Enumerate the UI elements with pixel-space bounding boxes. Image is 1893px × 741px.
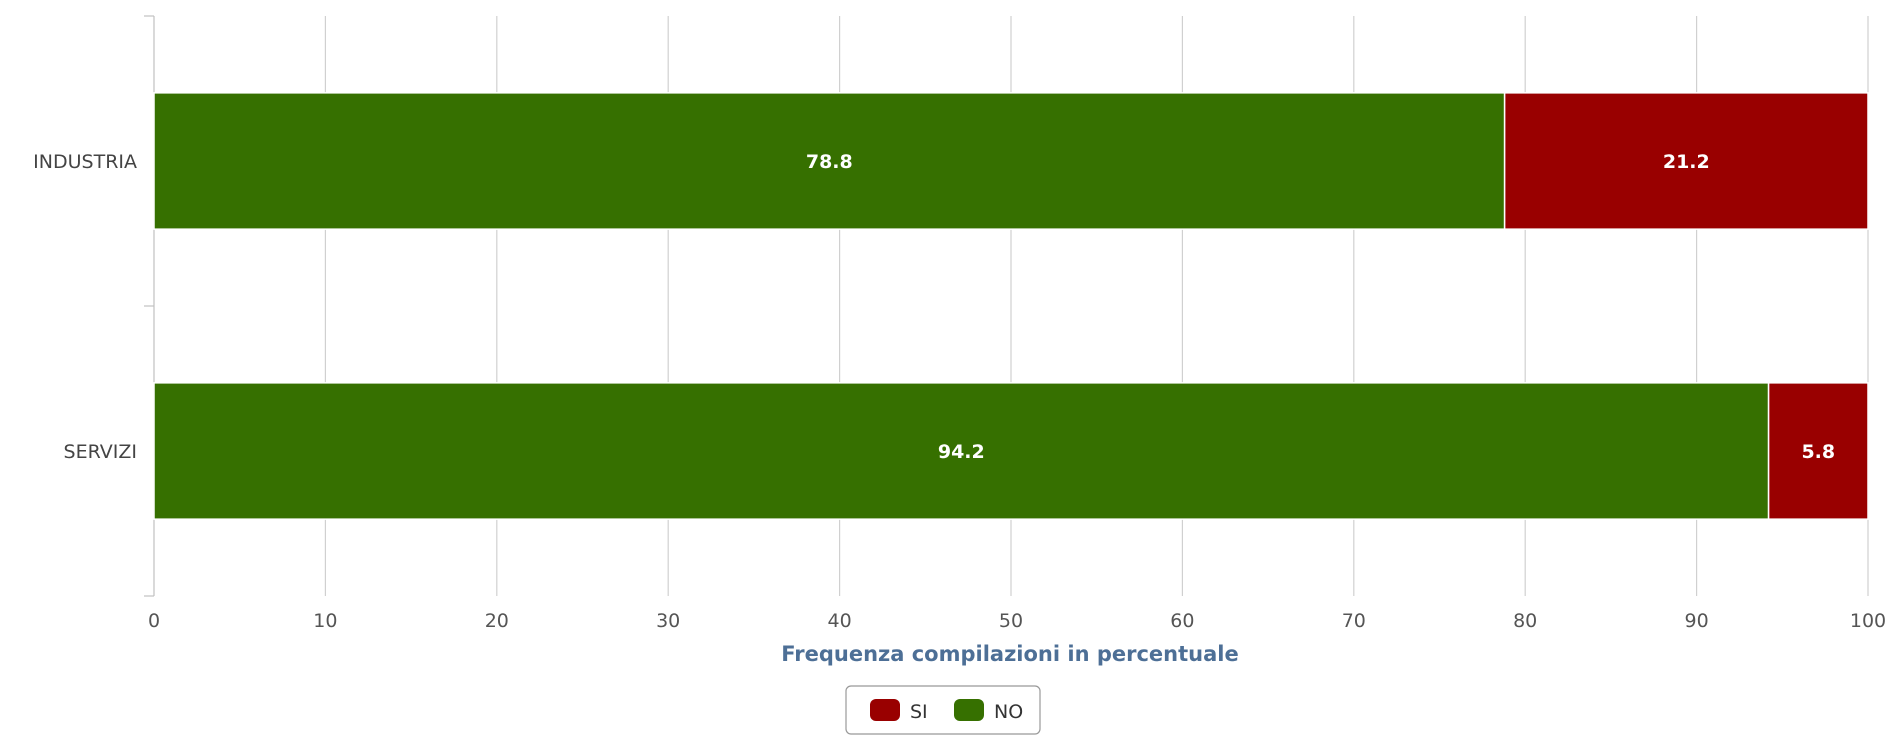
x-axis-title: Frequenza compilazioni in percentuale	[781, 642, 1238, 666]
legend-swatch-si	[870, 699, 900, 721]
x-tick-label: 40	[828, 610, 852, 632]
bar-no-servizi[interactable]	[153, 382, 1770, 520]
x-tick-label: 0	[148, 610, 160, 632]
labels: 0 10 20 30 40 50 60 70 80 90 100 INDUSTRIA 78.8 21.2 S…	[33, 151, 1886, 632]
x-tick-label: 60	[1170, 610, 1194, 632]
x-tick-label: 30	[656, 610, 680, 632]
data-label: 5.8	[1801, 441, 1835, 463]
bar-si-industria[interactable]	[1503, 92, 1869, 230]
x-tick-label: 10	[313, 610, 337, 632]
axes	[144, 15, 155, 597]
x-tick-label: 80	[1513, 610, 1537, 632]
x-tick-label: 90	[1685, 610, 1709, 632]
bars	[153, 92, 1869, 520]
x-tick-label: 100	[1850, 610, 1886, 632]
x-tick-label: 70	[1342, 610, 1366, 632]
legend-label-no[interactable]: NO	[994, 701, 1023, 723]
data-label: 94.2	[938, 441, 985, 463]
legend-swatch-no	[954, 699, 984, 721]
legend[interactable]: SI NO	[845, 685, 1041, 735]
bar-si-servizi[interactable]	[1767, 382, 1869, 520]
data-label: 78.8	[806, 151, 853, 173]
category-label: SERVIZI	[64, 441, 137, 463]
x-tick-label: 20	[485, 610, 509, 632]
legend-label-si[interactable]: SI	[910, 701, 928, 723]
data-label: 21.2	[1663, 151, 1710, 173]
legend-box	[845, 685, 1041, 735]
x-tick-label: 50	[999, 610, 1023, 632]
category-label: INDUSTRIA	[33, 151, 137, 173]
